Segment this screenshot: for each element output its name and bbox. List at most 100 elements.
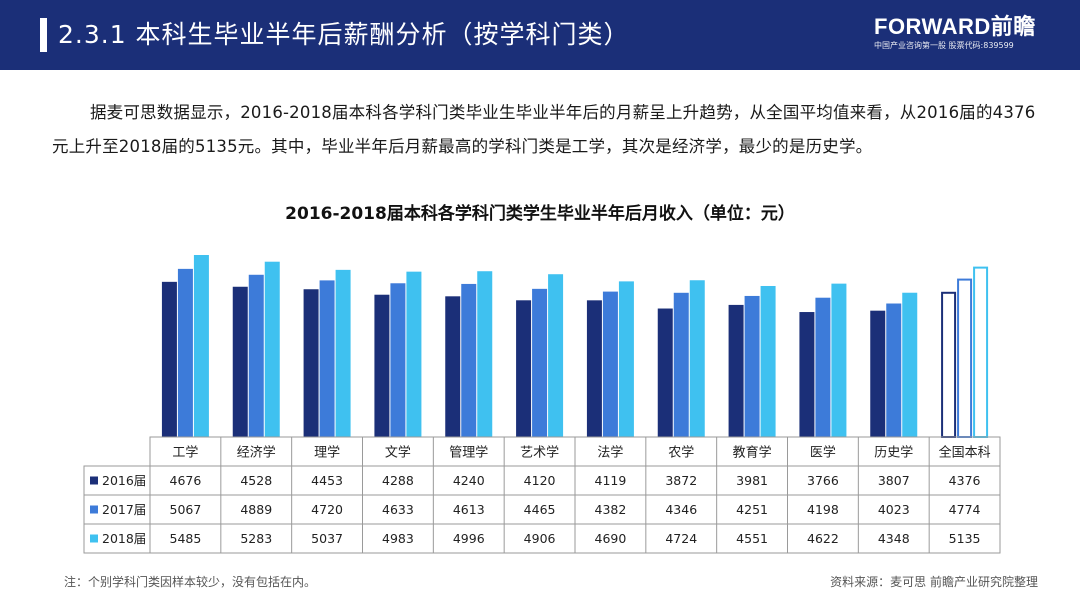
data-label-1-12: 4376 (949, 473, 981, 488)
bar-11-1 (870, 310, 886, 437)
bar-12-3 (973, 266, 989, 438)
bar-7-1 (586, 300, 602, 437)
category-label-4: 文学 (385, 445, 411, 461)
data-label-3-1: 5485 (170, 531, 202, 546)
bar-6-3 (548, 274, 564, 437)
data-label-3-8: 4724 (665, 531, 697, 546)
page-title: 2.3.1 本科生毕业半年后薪酬分析（按学科门类） (58, 20, 630, 49)
category-label-11: 历史学 (874, 445, 913, 461)
bar-6-2 (532, 288, 548, 437)
data-label-1-7: 4119 (595, 473, 627, 488)
bar-4-1 (374, 294, 390, 437)
bar-3-3 (335, 269, 351, 437)
data-label-3-5: 4996 (453, 531, 485, 546)
header-accent-bar (40, 18, 47, 52)
bar-6-1 (516, 300, 532, 437)
footnote: 注：个别学科门类因样本较少，没有包括在内。 (64, 575, 317, 589)
bar-5-3 (477, 271, 493, 437)
data-label-2-1: 5067 (170, 502, 202, 517)
bar-5-2 (461, 283, 477, 437)
data-label-2-2: 4889 (240, 502, 272, 517)
legend-swatch-1 (90, 476, 98, 485)
bar-8-2 (673, 292, 689, 437)
data-label-2-7: 4382 (595, 502, 627, 517)
category-label-8: 农学 (668, 445, 694, 461)
bar-10-1 (799, 312, 815, 437)
bar-1-3 (193, 255, 209, 437)
data-label-3-4: 4983 (382, 531, 414, 546)
bar-11-3 (902, 292, 918, 437)
data-label-1-2: 4528 (240, 473, 272, 488)
data-label-2-9: 4251 (736, 502, 768, 517)
source-note: 资料来源：麦可思 前瞻产业研究院整理 (830, 575, 1038, 589)
data-label-3-2: 5283 (240, 531, 272, 546)
category-label-5: 管理学 (449, 445, 488, 461)
bar-9-1 (728, 304, 744, 437)
bar-5-1 (445, 296, 461, 437)
data-label-2-5: 4613 (453, 502, 485, 517)
data-label-2-3: 4720 (311, 502, 343, 517)
bar-12-1 (941, 291, 957, 439)
bar-12-2 (957, 278, 973, 438)
category-label-6: 艺术学 (520, 445, 559, 461)
bar-2-2 (248, 274, 264, 437)
data-label-1-3: 4453 (311, 473, 343, 488)
legend-label-2: 2017届 (102, 502, 146, 517)
category-label-2: 经济学 (237, 445, 276, 461)
category-label-1: 工学 (172, 445, 198, 461)
bar-11-2 (886, 303, 902, 437)
category-label-10: 医学 (810, 445, 836, 461)
data-label-3-10: 4622 (807, 531, 839, 546)
data-label-1-8: 3872 (665, 473, 697, 488)
brand-logo: FORWARD前瞻 中国产业咨询第一股 股票代码:839599 (874, 14, 1044, 52)
data-label-1-6: 4120 (524, 473, 556, 488)
legend-label-3: 2018届 (102, 531, 146, 546)
data-label-1-1: 4676 (170, 473, 202, 488)
data-label-2-10: 4198 (807, 502, 839, 517)
brand-tagline: 中国产业咨询第一股 股票代码:839599 (874, 41, 1014, 50)
data-label-2-12: 4774 (949, 502, 981, 517)
bar-3-2 (319, 280, 335, 437)
category-label-9: 教育学 (733, 445, 772, 461)
legend-swatch-2 (90, 505, 98, 514)
header-bar: 2.3.1 本科生毕业半年后薪酬分析（按学科门类） FORWARD前瞻 中国产业… (0, 0, 1080, 70)
bar-1-1 (161, 281, 177, 437)
bar-4-3 (406, 271, 422, 437)
category-label-7: 法学 (597, 445, 623, 461)
data-label-1-5: 4240 (453, 473, 485, 488)
bar-4-2 (390, 283, 406, 437)
bar-7-3 (618, 281, 634, 437)
data-label-3-11: 4348 (878, 531, 910, 546)
bar-8-3 (689, 280, 705, 437)
brand-name: FORWARD前瞻 (874, 14, 1036, 39)
data-label-3-9: 4551 (736, 531, 768, 546)
bar-8-1 (657, 308, 673, 437)
chart-title: 2016-2018届本科各学科门类学生毕业半年后月收入（单位：元） (285, 204, 795, 224)
bar-2-1 (232, 286, 248, 437)
data-label-3-3: 5037 (311, 531, 343, 546)
bar-9-2 (744, 295, 760, 437)
data-label-2-4: 4633 (382, 502, 414, 517)
category-label-3: 理学 (314, 445, 340, 461)
data-label-1-4: 4288 (382, 473, 414, 488)
data-label-1-9: 3981 (736, 473, 768, 488)
bar-10-3 (831, 283, 847, 437)
data-label-1-11: 3807 (878, 473, 910, 488)
summary-paragraph: 据麦可思数据显示，2016-2018届本科各学科门类毕业生毕业半年后的月薪呈上升… (52, 103, 1036, 156)
data-label-3-12: 5135 (949, 531, 981, 546)
bar-2-3 (264, 261, 280, 437)
legend-label-1: 2016届 (102, 473, 146, 488)
bar-9-3 (760, 285, 776, 437)
bar-10-2 (815, 297, 831, 437)
data-label-2-6: 4465 (524, 502, 556, 517)
data-label-2-8: 4346 (665, 502, 697, 517)
data-label-2-11: 4023 (878, 502, 910, 517)
bar-1-2 (177, 268, 193, 437)
data-label-1-10: 3766 (807, 473, 839, 488)
legend-swatch-3 (90, 534, 98, 543)
bar-3-1 (303, 289, 319, 437)
bar-7-2 (602, 291, 618, 437)
data-label-3-6: 4906 (524, 531, 556, 546)
category-label-12: 全国本科 (939, 445, 991, 461)
